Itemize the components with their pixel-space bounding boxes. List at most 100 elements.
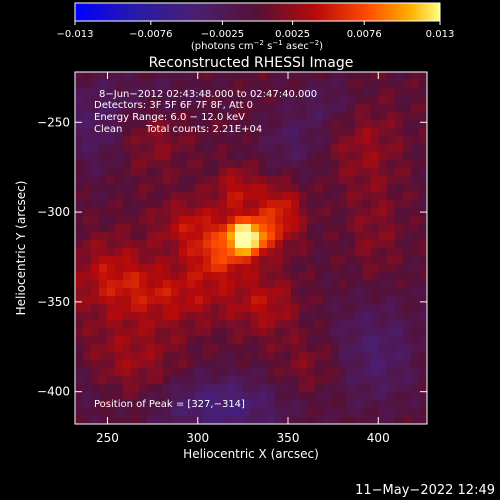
heatmap-cell	[323, 88, 332, 97]
heatmap-cell	[323, 272, 332, 281]
heatmap-cell	[235, 264, 244, 273]
heatmap-cell	[83, 248, 92, 257]
heatmap-cell	[379, 368, 388, 377]
heatmap-cell	[139, 336, 148, 345]
heatmap-cell	[171, 160, 180, 169]
heatmap-cell	[75, 384, 84, 393]
colorbar-units-label: (photons cm−2 s−1 asec−2)	[191, 39, 323, 52]
heatmap-cell	[211, 80, 220, 89]
colorbar-tick-label: −0.0076	[129, 29, 172, 40]
heatmap-cell	[147, 88, 156, 97]
heatmap-cell	[371, 392, 380, 401]
heatmap-cell	[275, 144, 284, 153]
heatmap-cell	[75, 240, 84, 249]
heatmap-cell	[219, 368, 228, 377]
heatmap-cell	[83, 264, 92, 273]
heatmap-cell	[363, 304, 372, 313]
x-axis-ticks: 250 300 350 400	[96, 72, 390, 445]
heatmap-cell	[115, 336, 124, 345]
heatmap-cell	[219, 112, 228, 121]
heatmap-cell	[75, 296, 84, 305]
heatmap-cell	[291, 112, 300, 121]
heatmap-cell	[187, 232, 196, 241]
heatmap-cell	[131, 80, 140, 89]
heatmap-cell	[227, 160, 236, 169]
heatmap-cell	[291, 408, 300, 417]
heatmap-cell	[379, 88, 388, 97]
heatmap-cell	[107, 384, 116, 393]
heatmap-cell	[291, 200, 300, 209]
heatmap-cell	[307, 136, 316, 145]
heatmap-cell	[91, 320, 100, 329]
heatmap-cell	[275, 304, 284, 313]
heatmap-cell	[235, 160, 244, 169]
heatmap-cell	[339, 208, 348, 217]
heatmap-cell	[227, 384, 236, 393]
heatmap-cell	[243, 248, 252, 257]
heatmap-cell	[283, 392, 292, 401]
heatmap-cell	[379, 320, 388, 329]
heatmap-cell	[307, 216, 316, 225]
heatmap-cell	[99, 288, 108, 297]
heatmap-cell	[379, 296, 388, 305]
heatmap-cell	[331, 200, 340, 209]
heatmap-cell	[195, 264, 204, 273]
heatmap-cell	[83, 80, 92, 89]
heatmap-cell	[347, 232, 356, 241]
heatmap-cell	[371, 120, 380, 129]
heatmap-cell	[235, 224, 244, 233]
heatmap-cell	[371, 208, 380, 217]
heatmap-cell	[419, 392, 427, 401]
heatmap-cell	[131, 368, 140, 377]
heatmap-cell	[163, 112, 172, 121]
heatmap-cell	[211, 376, 220, 385]
heatmap-cell	[75, 392, 84, 401]
heatmap-cell	[267, 304, 276, 313]
heatmap-cell	[355, 344, 364, 353]
heatmap-cell	[395, 264, 404, 273]
heatmap-cell	[227, 168, 236, 177]
heatmap-cell	[283, 312, 292, 321]
heatmap-cell	[123, 296, 132, 305]
heatmap-cell	[259, 280, 268, 289]
heatmap-cell	[403, 328, 412, 337]
heatmap-cell	[75, 184, 84, 193]
heatmap-cell	[251, 376, 260, 385]
heatmap-cell	[347, 288, 356, 297]
heatmap-cell	[107, 416, 116, 424]
heatmap-cell	[411, 368, 420, 377]
heatmap-cell	[307, 152, 316, 161]
heatmap-cell	[291, 344, 300, 353]
heatmap-cell	[395, 136, 404, 145]
heatmap-cell	[171, 320, 180, 329]
heatmap-cell	[99, 304, 108, 313]
heatmap-cell	[403, 264, 412, 273]
heatmap-cell	[387, 80, 396, 89]
heatmap-cell	[267, 384, 276, 393]
heatmap-cell	[419, 72, 427, 81]
heatmap-cell	[291, 416, 300, 424]
heatmap-cell	[411, 136, 420, 145]
heatmap-cell	[75, 352, 84, 361]
heatmap-cell	[363, 280, 372, 289]
heatmap-cell	[355, 312, 364, 321]
heatmap-cell	[147, 216, 156, 225]
heatmap-cell	[107, 208, 116, 217]
heatmap-cell	[267, 288, 276, 297]
heatmap-cell	[299, 400, 308, 409]
heatmap-cell	[419, 88, 427, 97]
heatmap-cell	[275, 296, 284, 305]
heatmap-cell	[187, 144, 196, 153]
heatmap-cell	[179, 136, 188, 145]
heatmap-cell	[355, 416, 364, 424]
heatmap-cell	[403, 224, 412, 233]
heatmap-cell	[179, 296, 188, 305]
heatmap-cell	[83, 120, 92, 129]
heatmap-cell	[83, 392, 92, 401]
heatmap-cell	[323, 368, 332, 377]
heatmap-cell	[307, 304, 316, 313]
heatmap-cell	[299, 296, 308, 305]
heatmap-cell	[211, 88, 220, 97]
heatmap-cell	[203, 112, 212, 121]
heatmap-cell	[323, 320, 332, 329]
